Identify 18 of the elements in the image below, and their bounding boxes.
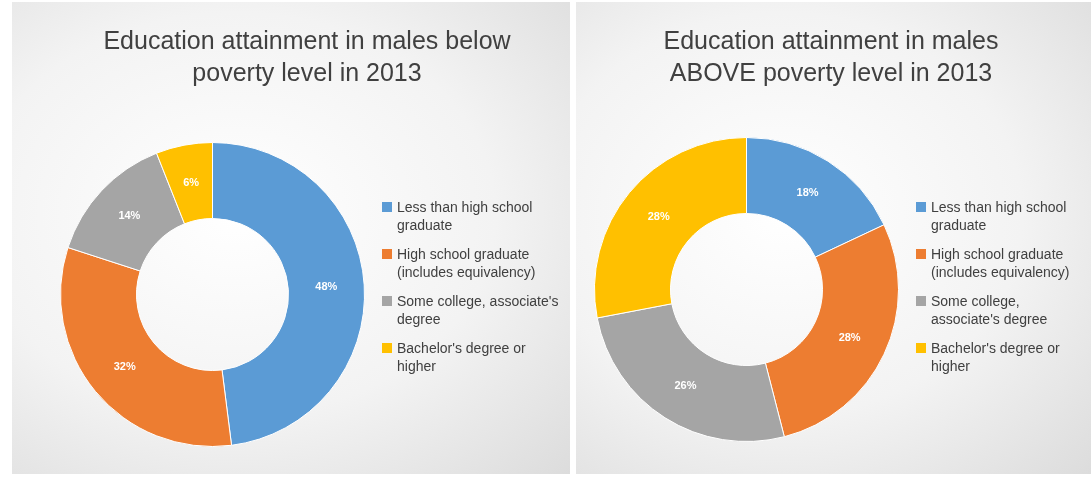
data-label: 32% [113,360,136,373]
slice-label: Less than high school graduate [397,198,534,234]
chart-title: Education attainment in males below poverty level in 2013 [102,25,512,88]
slice-label: Less than high school graduate [931,198,1068,234]
legend-label: High school graduate (includes equivalency) [397,245,537,281]
data-label: 18% [796,186,819,199]
legend-label: High school graduate (includes equivalency) [931,245,1071,281]
data-label: 48% [315,280,338,293]
legend-label: Bachelor's degree or higher [931,339,1061,375]
legend-label: Some college, associate's degree [931,292,1049,328]
data-label: 28% [838,331,861,344]
chart-title: Education attainment in males ABOVE poverty level in 2013 [662,25,1000,88]
legend-label: Bachelor's degree or higher [397,339,527,375]
data-label: 6% [183,175,200,188]
legend-label: Some college, associate's degree [397,292,560,328]
data-label: 26% [674,378,697,391]
data-label: 28% [647,209,670,222]
data-label: 14% [118,209,141,222]
